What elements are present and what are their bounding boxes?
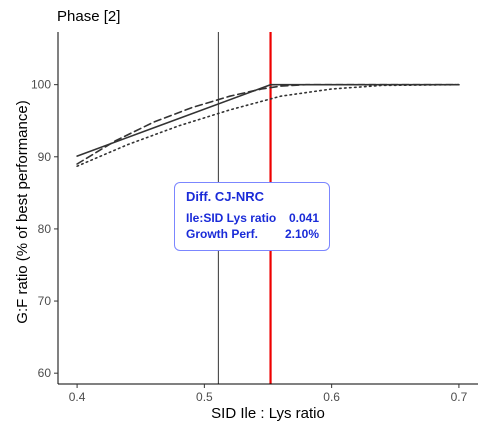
y-tick-label: 100 <box>31 78 51 92</box>
x-axis: 0.4 0.5 0.6 0.7 <box>58 383 478 404</box>
y-tick-label: 90 <box>38 150 52 164</box>
series-line-dashed <box>76 83 460 165</box>
x-tick-label: 0.4 <box>69 390 86 404</box>
annotation-value: 0.041 <box>288 211 319 225</box>
y-tick-label: 80 <box>38 222 52 236</box>
y-axis: 60 70 80 90 100 <box>31 32 59 384</box>
x-tick-label: 0.7 <box>451 390 468 404</box>
y-tick-label: 70 <box>38 294 52 308</box>
annotation-title: Diff. CJ-NRC <box>186 189 264 204</box>
series-line-dotted <box>76 83 460 167</box>
annotation-box: Diff. CJ-NRC Ile:SID Lys ratio 0.041 Gro… <box>174 182 330 251</box>
y-tick-label: 60 <box>38 366 52 380</box>
x-tick-label: 0.5 <box>196 390 213 404</box>
x-axis-label: SID Ile : Lys ratio <box>211 405 325 422</box>
x-tick-label: 0.6 <box>323 390 340 404</box>
annotation-label: Growth Perf. <box>186 227 259 241</box>
series-line-solid <box>76 83 460 157</box>
annotation-row: Ile:SID Lys ratio 0.041 <box>186 211 319 225</box>
chart-title: Phase [2] <box>57 8 120 25</box>
y-axis-label: G:F ratio (% of best performance) <box>14 100 31 323</box>
annotation-label: Ile:SID Lys ratio <box>186 211 277 225</box>
annotation-value: 2.10% <box>284 227 319 241</box>
annotation-row: Growth Perf. 2.10% <box>186 227 319 241</box>
